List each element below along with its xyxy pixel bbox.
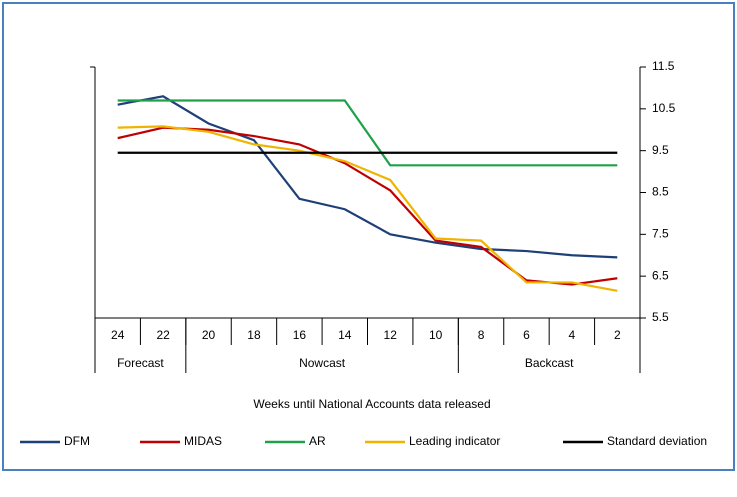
y-tick-label: 11.5	[652, 59, 675, 73]
x-tick-label: 4	[569, 328, 576, 342]
legend-label: Leading indicator	[409, 434, 500, 448]
x-tick-label: 20	[202, 328, 216, 342]
series-line	[117, 125, 618, 292]
x-tick-label: 2	[614, 328, 621, 342]
y-tick-label: 5.5	[652, 310, 669, 324]
x-tick-label: 24	[111, 328, 125, 342]
group-label: Forecast	[117, 356, 164, 370]
series-line	[117, 126, 618, 286]
legend-label: MIDAS	[184, 434, 222, 448]
legend-label: AR	[309, 434, 326, 448]
x-tick-label: 16	[293, 328, 307, 342]
y-tick-label: 9.5	[652, 143, 669, 157]
x-tick-label: 14	[338, 328, 352, 342]
group-label: Nowcast	[299, 356, 346, 370]
series-line	[117, 95, 618, 259]
x-axis-label: Weeks until National Accounts data relea…	[253, 397, 490, 411]
series-line	[117, 99, 618, 167]
group-label: Backcast	[525, 356, 574, 370]
frame	[2, 2, 735, 471]
x-tick-label: 6	[523, 328, 530, 342]
x-tick-label: 10	[429, 328, 443, 342]
x-tick-label: 18	[247, 328, 261, 342]
x-tick-label: 12	[384, 328, 398, 342]
legend-label: DFM	[64, 434, 90, 448]
y-tick-label: 7.5	[652, 227, 669, 241]
x-tick-label: 8	[478, 328, 485, 342]
y-tick-label: 8.5	[652, 185, 669, 199]
y-tick-label: 10.5	[652, 101, 676, 115]
legend-label: Standard deviation	[607, 434, 707, 448]
y-tick-label: 6.5	[652, 268, 669, 282]
x-tick-label: 22	[156, 328, 170, 342]
